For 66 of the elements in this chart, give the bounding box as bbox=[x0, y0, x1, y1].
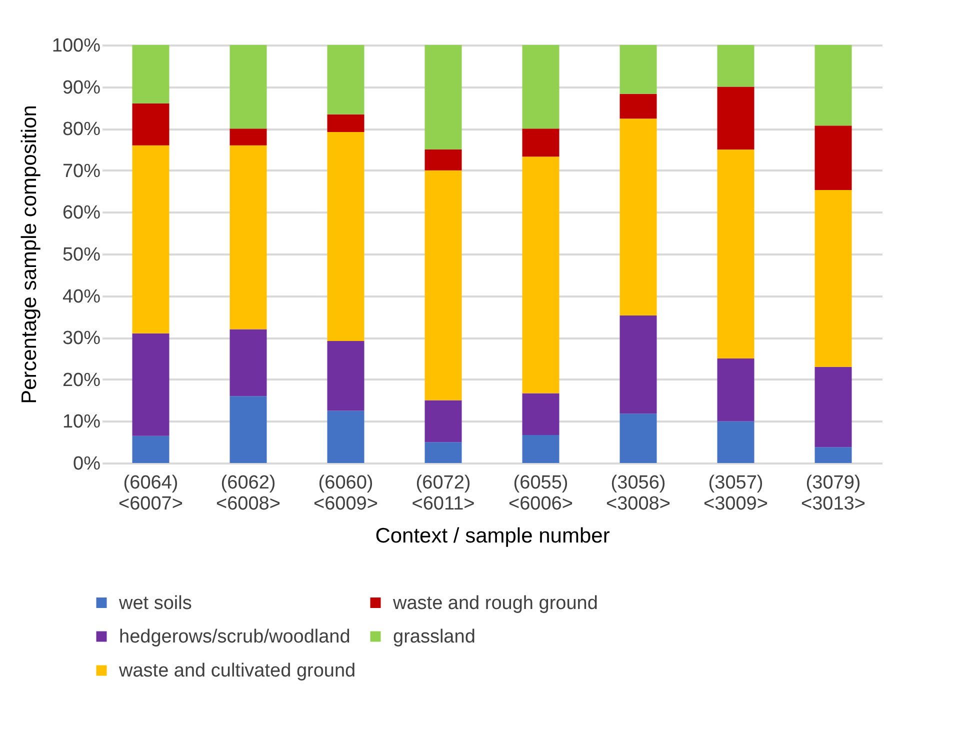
bar bbox=[132, 45, 170, 104]
bar bbox=[424, 400, 462, 442]
bar bbox=[132, 333, 170, 436]
y-tick-label: 40% bbox=[62, 286, 101, 308]
bar bbox=[717, 358, 754, 422]
bar bbox=[327, 114, 364, 132]
bar bbox=[522, 393, 560, 435]
bar bbox=[522, 128, 560, 157]
x-tick-label: (3056) <3008> bbox=[606, 472, 670, 514]
x-axis-title: Context / sample number bbox=[375, 524, 610, 548]
x-tick-label: (6072) <6011> bbox=[412, 472, 475, 514]
bar bbox=[814, 447, 852, 463]
bar bbox=[717, 45, 754, 87]
bar bbox=[327, 340, 364, 411]
bar bbox=[814, 126, 852, 190]
y-tick-label: 10% bbox=[62, 412, 101, 433]
y-tick-label: 50% bbox=[62, 244, 101, 266]
y-tick-label: 100% bbox=[52, 36, 101, 56]
bar bbox=[717, 421, 754, 463]
bar bbox=[620, 118, 657, 316]
bar bbox=[424, 442, 462, 463]
legend-label: hedgerows/scrub/woodland bbox=[119, 626, 350, 648]
bar bbox=[814, 366, 852, 448]
bar bbox=[230, 145, 267, 330]
bar bbox=[424, 45, 462, 150]
x-tick-label: (6064) <6007> bbox=[118, 472, 183, 514]
bar bbox=[230, 329, 267, 396]
bar bbox=[132, 104, 170, 146]
bar bbox=[327, 132, 364, 341]
bar bbox=[327, 45, 364, 114]
bar bbox=[424, 150, 462, 170]
x-tick-label: (6055) <6006> bbox=[508, 472, 573, 514]
bar bbox=[424, 170, 462, 400]
bar bbox=[230, 45, 267, 129]
legend-label: wet soils bbox=[118, 592, 192, 614]
legend-label: grassland bbox=[393, 626, 476, 648]
bar bbox=[327, 410, 364, 463]
bar bbox=[230, 128, 267, 146]
bar bbox=[814, 45, 852, 126]
bar bbox=[522, 434, 560, 463]
legend-label: waste and rough ground bbox=[392, 592, 598, 614]
x-tick-label: (3057) <3009> bbox=[704, 472, 768, 514]
y-tick-label: 20% bbox=[62, 370, 101, 391]
bar bbox=[522, 156, 560, 394]
bar bbox=[522, 45, 560, 129]
y-tick-label: 70% bbox=[62, 160, 101, 182]
bar bbox=[132, 145, 170, 334]
x-tick-label: (3079) <3013> bbox=[801, 472, 866, 514]
y-tick-label: 60% bbox=[62, 202, 101, 224]
y-tick-label: 90% bbox=[62, 77, 101, 98]
y-tick-label: 80% bbox=[62, 119, 101, 140]
bar bbox=[620, 94, 657, 119]
y-tick-label: 30% bbox=[62, 328, 101, 350]
legend-label: waste and cultivated ground bbox=[118, 660, 356, 682]
bar bbox=[814, 190, 852, 367]
x-tick-label: (6062) <6008> bbox=[216, 472, 280, 514]
bar bbox=[620, 315, 657, 414]
x-tick-label: (6060) <6009> bbox=[314, 472, 378, 514]
y-tick-label: 0% bbox=[73, 454, 101, 474]
bar bbox=[717, 150, 754, 358]
bar bbox=[717, 86, 754, 150]
bar bbox=[230, 396, 267, 463]
y-axis-title: Percentage sample composition bbox=[18, 105, 41, 404]
bar bbox=[620, 414, 657, 463]
bar bbox=[132, 436, 170, 463]
bar bbox=[620, 45, 657, 94]
